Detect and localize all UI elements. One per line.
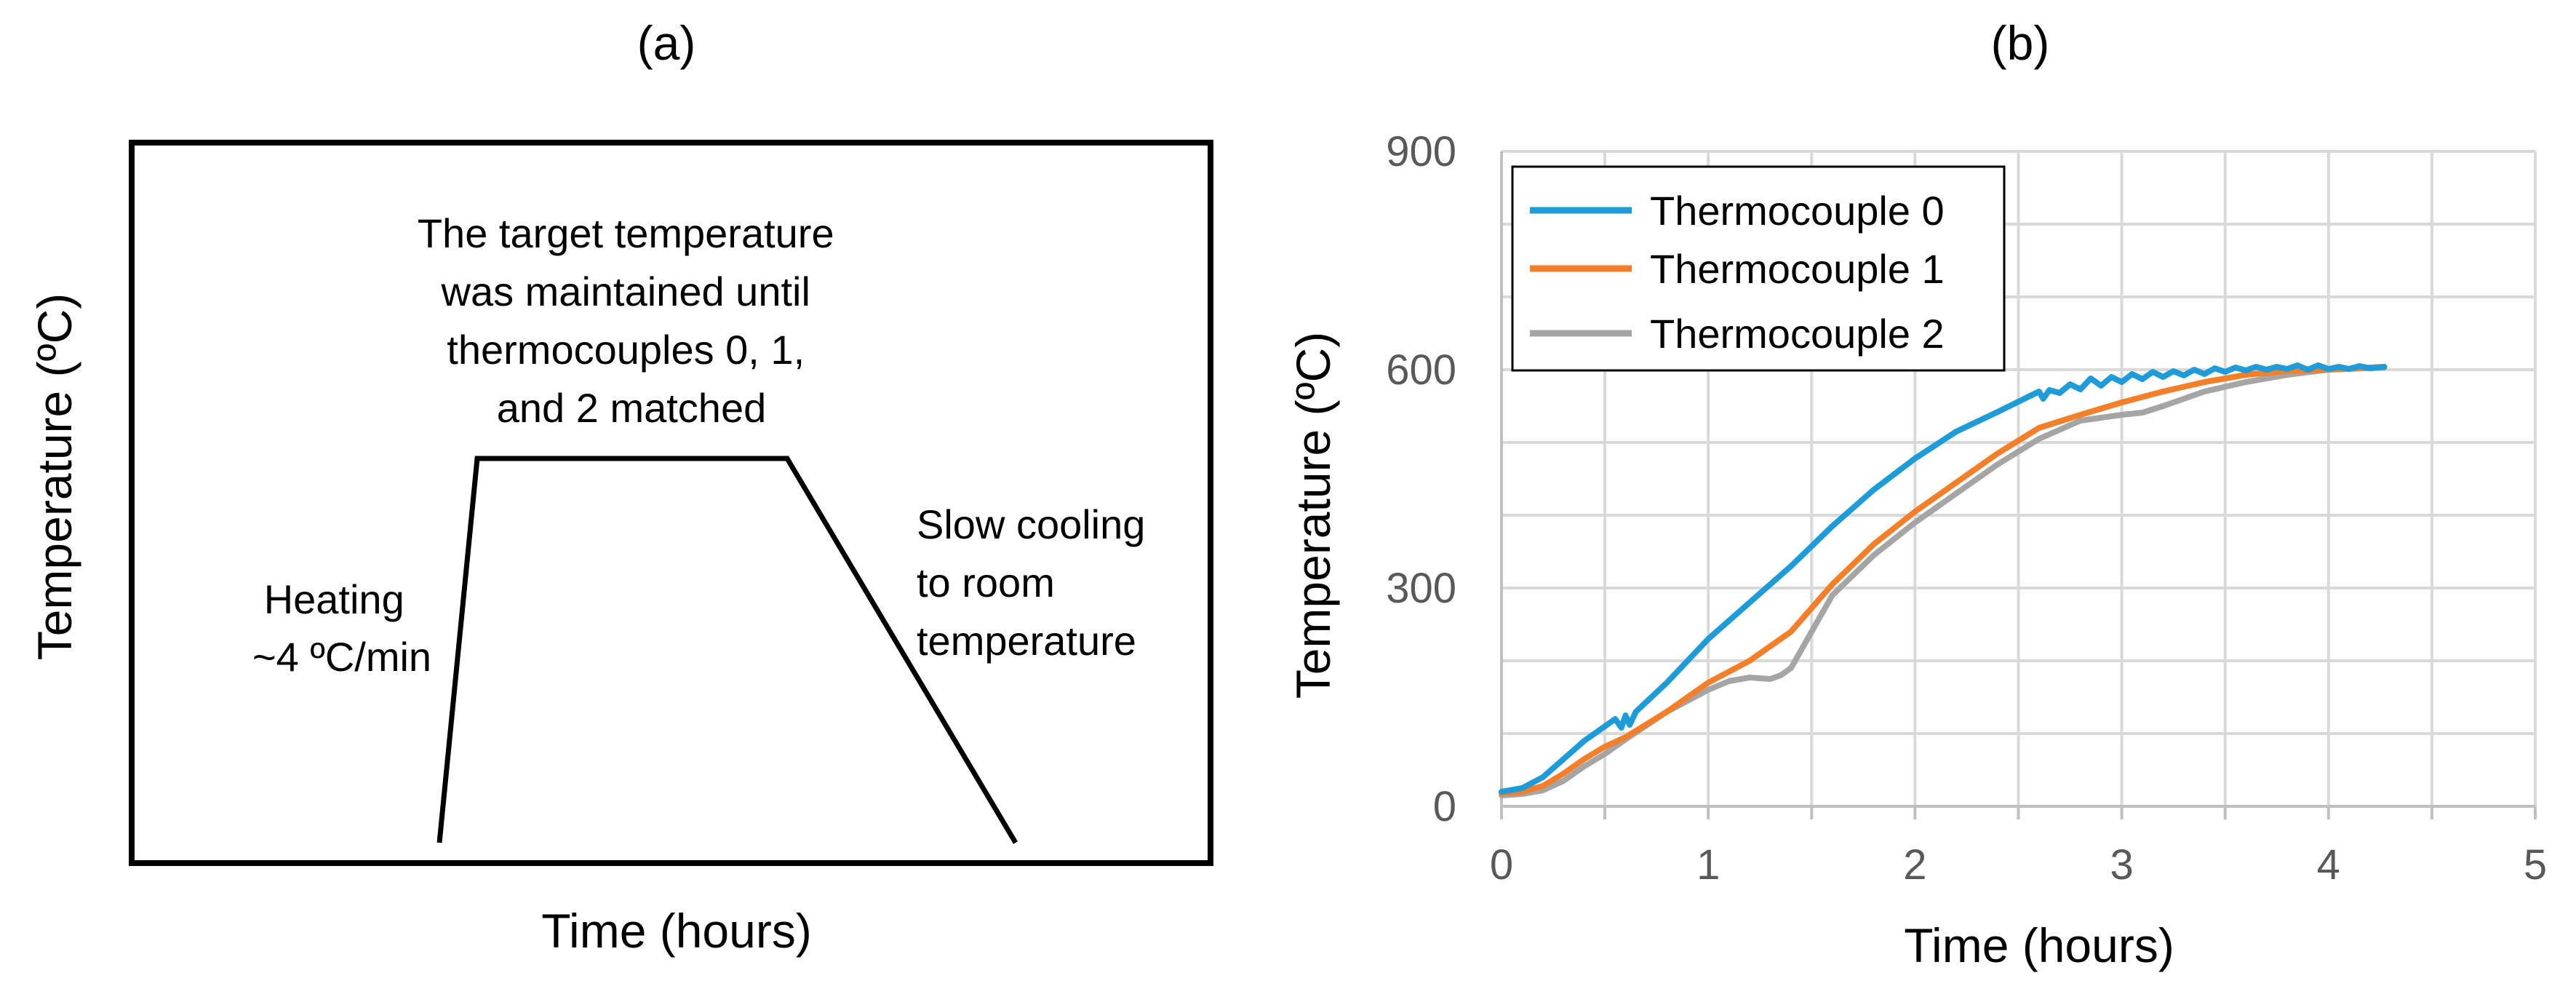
panel-a-frame [129, 140, 1213, 866]
panel-b-x-axis-label: Time (hours) [1904, 918, 2174, 972]
y-tick-label: 900 [1386, 128, 1456, 175]
hold-annotation-line: and 2 matched [497, 385, 766, 431]
hold-annotation: The target temperature was maintained un… [418, 210, 845, 431]
x-tick-label: 4 [2317, 841, 2340, 889]
y-tick-label: 0 [1433, 783, 1456, 830]
y-tick-label: 600 [1386, 346, 1456, 394]
heating-annotation: Heating ~4 ºC/min [252, 576, 431, 680]
x-tick-label: 5 [2524, 841, 2547, 889]
legend-label-thermocouple-0: Thermocouple 0 [1650, 188, 1945, 234]
heating-annotation-line: Heating [264, 576, 404, 622]
x-tick-label: 0 [1490, 841, 1513, 889]
heating-annotation-line: ~4 ºC/min [252, 634, 431, 680]
panel-b-y-axis-label: Temperature (ºC) [1286, 332, 1340, 699]
axes [1500, 151, 2537, 819]
x-tick-label: 3 [2110, 841, 2133, 889]
temperature-profile-line [436, 456, 1018, 844]
y-tick-label: 300 [1386, 565, 1456, 612]
panel-a-x-axis-label: Time (hours) [541, 904, 812, 958]
legend-label-thermocouple-2: Thermocouple 2 [1650, 311, 1945, 357]
panel-a-y-axis-label: Temperature (ºC) [28, 293, 81, 661]
panel-b: (b) 0 1 2 3 4 5 0 300 600 900 Time (hours) Temper… [1286, 16, 2547, 972]
x-tick-label: 2 [1903, 841, 1926, 889]
series-lines [1499, 362, 2388, 798]
hold-annotation-line: thermocouples 0, 1, [447, 327, 805, 373]
panel-a: (a) The target temperature was maintaine… [28, 16, 1213, 958]
hold-annotation-line: The target temperature [418, 210, 834, 256]
panel-b-label: (b) [1991, 16, 2050, 70]
x-tick-label: 1 [1696, 841, 1720, 889]
legend: Thermocouple 0 Thermocouple 1 Thermocoup… [1511, 165, 2006, 372]
legend-label-thermocouple-1: Thermocouple 1 [1650, 246, 1945, 292]
cooling-annotation-line: temperature [917, 618, 1136, 664]
cooling-annotation: Slow cooling to room temperature [917, 501, 1157, 664]
series-line-thermocouple-2 [1499, 365, 2388, 798]
panel-a-label: (a) [637, 16, 696, 70]
cooling-annotation-line: to room [917, 560, 1055, 605]
tick-labels: 0 1 2 3 4 5 0 300 600 900 [1386, 128, 2547, 889]
hold-annotation-line: was maintained until [441, 269, 810, 314]
cooling-annotation-line: Slow cooling [917, 501, 1145, 547]
series-line-thermocouple-0 [1499, 362, 2388, 795]
series-line-thermocouple-1 [1499, 364, 2388, 796]
